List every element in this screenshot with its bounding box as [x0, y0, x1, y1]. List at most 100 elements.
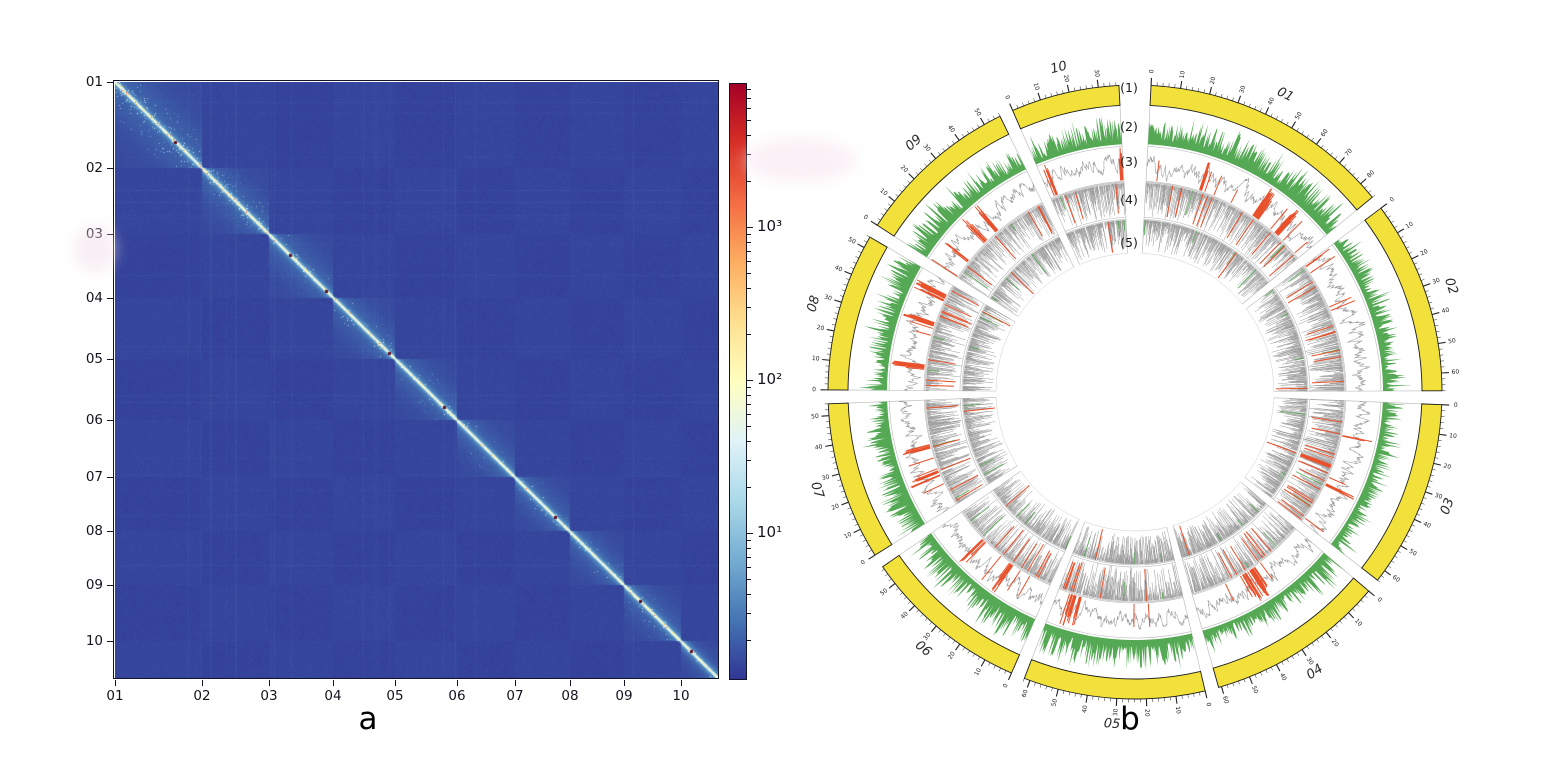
colorbar-minor-tick: [747, 394, 751, 396]
ruler-tick-label: 50: [1294, 111, 1304, 121]
chromosome-label-04: 04: [1304, 661, 1326, 683]
red-peaks-track5: [1107, 221, 1114, 253]
colorbar-minor-tick: [747, 333, 751, 335]
track-border-arc: [1329, 402, 1382, 543]
ruler-tick-label: 30: [1432, 277, 1442, 286]
track-border-arc: [958, 203, 1043, 279]
ruler-tick-label: 20: [1330, 638, 1340, 648]
colorbar-minor-tick: [747, 547, 751, 549]
ruler-minor-ticks: [877, 113, 1001, 221]
heatmap-x-tick: [515, 680, 517, 686]
green-bars-track4: [963, 223, 1017, 289]
green-bars-track5: [1016, 502, 1072, 550]
heatmap-x-tick: [624, 680, 626, 686]
heatmap-y-tick-label: 08: [85, 523, 103, 539]
chromosome-ideogram-04: [1212, 577, 1370, 688]
heatmap-x-tick-label: 10: [672, 688, 690, 704]
track-border-arc: [1201, 551, 1323, 629]
chromosome-label-05: 05: [1103, 716, 1121, 732]
ruler-tick-label: 0: [1204, 702, 1212, 707]
red-peaks-track3: [1224, 562, 1273, 602]
profile-line-track-segment: [1042, 154, 1124, 188]
ruler-tick-label: 40: [1278, 672, 1288, 682]
heatmap-x-tick: [395, 680, 397, 686]
heatmap-x-tick-label: 04: [324, 688, 342, 704]
heatmap-x-tick: [457, 680, 459, 686]
grey-bars-track5: [1251, 398, 1308, 498]
track-border-arc: [959, 303, 985, 391]
sector-gap-line: [845, 397, 997, 404]
heatmap-y-tick-label: 06: [85, 412, 103, 428]
heatmap-y-tick: [107, 585, 113, 587]
ruler-tick-label: 30: [1112, 708, 1119, 716]
track-border-arc: [1018, 266, 1074, 317]
colorbar-minor-tick: [747, 180, 751, 182]
ruler-tick-label: 0: [1388, 196, 1395, 204]
ruler-minor-ticks: [824, 235, 871, 385]
track-border-arc: [1182, 505, 1269, 561]
profile-line-track-segment: [1310, 256, 1371, 392]
ruler-tick-label: 20: [899, 164, 909, 174]
sector-gap-line: [845, 389, 997, 392]
red-peaks-track4: [1064, 183, 1119, 224]
grey-bars-track4: [925, 286, 979, 391]
red-peaks-track4: [994, 525, 1052, 579]
ruler-tick-label: 40: [1441, 307, 1450, 316]
ruler-major-ticks: [1220, 590, 1375, 694]
ruler-tick-label: 10: [1179, 70, 1187, 79]
sector-gap-line: [1007, 131, 1075, 268]
track-border-arc: [1172, 481, 1242, 526]
red-peaks-track4: [1217, 527, 1272, 579]
ruler-minor-ticks: [1377, 410, 1445, 583]
grey-bars-track4: [959, 204, 1056, 296]
ruler-major-ticks: [820, 243, 865, 391]
green-bars-track4: [1185, 190, 1285, 259]
red-peaks-track3: [1043, 147, 1124, 197]
heatmap-x-tick-label: 08: [561, 688, 579, 704]
track-border-arc: [923, 400, 957, 505]
ruler-major-ticks: [870, 117, 985, 226]
heatmap-y-tick-label: 02: [85, 160, 103, 176]
chromosome-ideogram-09: [876, 115, 1010, 237]
heatmap-y-tick-label: 10: [85, 633, 103, 649]
red-peaks-track4: [926, 405, 983, 501]
ruler-tick-label: 20: [816, 324, 825, 332]
grey-bars-track4: [1184, 511, 1295, 594]
red-peaks-track3: [931, 205, 999, 277]
green-density-track-segment: [858, 256, 921, 391]
chromosome-label-06: 06: [912, 638, 934, 660]
track-border-arc: [1065, 216, 1126, 232]
green-bars-track4: [1123, 582, 1164, 601]
colorbar-minor-tick: [747, 107, 751, 109]
green-density-track-segment: [910, 533, 1036, 643]
track-border-arc: [990, 491, 1065, 553]
track-border-arc: [1145, 182, 1298, 259]
track-border-arc: [1142, 252, 1243, 304]
heatmap-x-tick: [570, 680, 572, 686]
ruler-tick-label: 30: [1305, 656, 1315, 666]
ruler-tick-label: 80: [1366, 169, 1376, 179]
ruler-tick-label: 50: [879, 587, 889, 597]
track-border-arc: [1072, 553, 1175, 566]
ruler-tick-label: 50: [972, 107, 982, 117]
colorbar-tick-label-0: 10³: [757, 217, 783, 235]
ruler-tick-label: 70: [1344, 147, 1354, 157]
heatmap-y-tick: [107, 477, 113, 479]
colorbar-minor-tick: [747, 460, 751, 461]
colorbar-minor-tick: [747, 250, 751, 252]
ruler-minor-ticks: [1156, 82, 1376, 198]
ruler-major-ticks: [1380, 203, 1449, 374]
colorbar-minor-tick: [747, 97, 751, 99]
ruler-tick-label: 50: [1050, 698, 1059, 707]
heatmap-x-tick-label: 03: [260, 688, 278, 704]
colorbar-minor-tick: [747, 134, 751, 136]
green-bars-track5: [963, 403, 1004, 475]
grey-bars-track5: [1066, 220, 1127, 261]
ruler-tick-label: 0: [1376, 596, 1384, 604]
ruler-tick-label: 10: [1032, 82, 1041, 92]
grey-bars-track5: [1142, 220, 1269, 298]
red-peaks-track3: [902, 444, 945, 494]
ruler-minor-ticks: [1384, 210, 1446, 392]
colorbar-major-tick: [747, 380, 753, 382]
ruler-tick-label: 60: [1391, 574, 1401, 584]
